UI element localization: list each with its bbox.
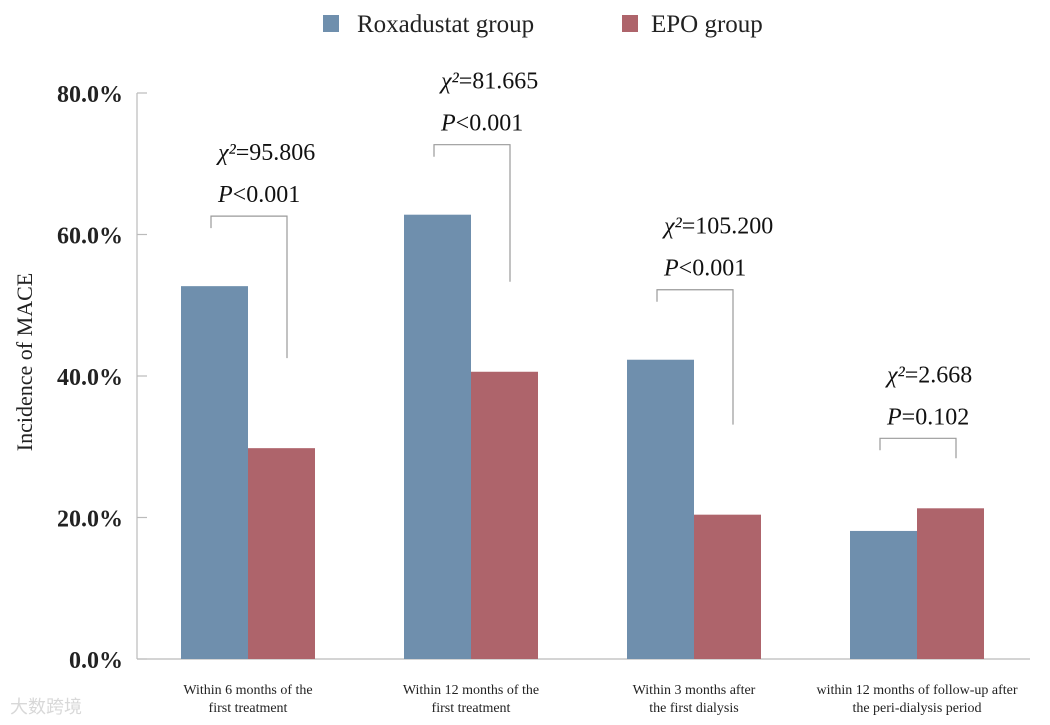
axes: 0.0% 20.0% 40.0% 60.0% 80.0% — [57, 82, 1030, 674]
x-tick-label: first treatment — [209, 701, 288, 716]
legend-swatch — [323, 15, 339, 32]
x-tick-label: Within 3 months after — [633, 683, 756, 698]
legend-swatch — [622, 15, 638, 32]
bars — [181, 214, 984, 659]
chi-square-label: χ²=105.200 — [662, 214, 773, 240]
p-value-label: P<0.001 — [440, 111, 523, 137]
x-axis-labels: Within 6 months of the first treatment Wit… — [183, 683, 1018, 716]
y-axis-title: Incidence of MACE — [12, 273, 37, 451]
x-tick-label: Within 12 months of the — [403, 683, 539, 698]
y-tick-label: 80.0% — [57, 82, 123, 108]
p-value-label: P<0.001 — [217, 182, 300, 208]
significance-bracket — [433, 144, 511, 282]
y-tick-label: 0.0% — [69, 648, 123, 674]
x-tick-label: Within 6 months of the — [183, 683, 312, 698]
x-tick-label: the peri-dialysis period — [852, 701, 981, 716]
epo-bar — [471, 371, 538, 659]
y-tick-label: 60.0% — [57, 224, 123, 250]
chi-square-label: χ²=2.668 — [885, 362, 972, 388]
legend: Roxadustat group EPO group — [323, 11, 763, 38]
epo-bar — [248, 448, 315, 659]
roxadustat-bar — [181, 286, 248, 659]
watermark-text: 大数跨境 — [10, 697, 82, 718]
p-value-label: P<0.001 — [663, 256, 746, 282]
significance-annotations: χ²=95.806 P<0.001 χ²=81.665 P<0.001 χ²=105.2… — [210, 69, 972, 459]
roxadustat-bar — [627, 359, 694, 659]
x-tick-label: within 12 months of follow-up after — [816, 683, 1017, 698]
significance-bracket — [656, 289, 734, 425]
x-tick-label: the first dialysis — [649, 701, 738, 716]
roxadustat-bar — [850, 530, 917, 659]
legend-label: Roxadustat group — [357, 11, 534, 38]
legend-label: EPO group — [651, 11, 763, 38]
roxadustat-bar — [404, 214, 471, 659]
chi-square-label: χ²=95.806 — [216, 140, 315, 166]
y-tick-label: 40.0% — [57, 365, 123, 391]
y-tick-label: 20.0% — [57, 507, 123, 533]
epo-bar — [694, 514, 761, 659]
chi-square-label: χ²=81.665 — [439, 69, 538, 95]
p-value-label: P=0.102 — [886, 404, 969, 430]
epo-bar — [917, 508, 984, 659]
significance-bracket — [210, 215, 288, 359]
significance-bracket — [879, 437, 957, 459]
x-tick-label: first treatment — [432, 701, 511, 716]
